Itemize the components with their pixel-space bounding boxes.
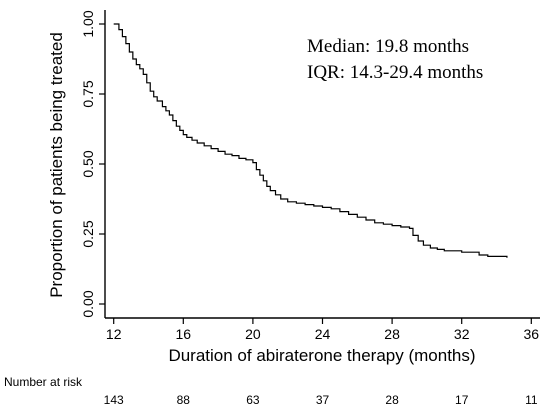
y-tick-label: 1.00 [80, 10, 96, 37]
iqr-annotation: IQR: 14.3-29.4 months [307, 62, 483, 83]
km-curve-series [113, 23, 508, 258]
y-tick-label: 0.75 [80, 80, 96, 107]
y-tick-label: 0.25 [80, 220, 96, 247]
risk-value: 17 [455, 393, 469, 407]
x-tick-label: 24 [315, 326, 331, 342]
risk-value: 37 [316, 393, 330, 407]
x-axis-label: Duration of abiraterone therapy (months) [168, 346, 475, 365]
y-tick-label: 0.00 [80, 290, 96, 317]
x-tick-label: 32 [454, 326, 470, 342]
risk-table-values: 143 88 63 37 28 17 11 [104, 393, 538, 407]
risk-value: 63 [246, 393, 260, 407]
risk-value: 28 [385, 393, 399, 407]
risk-value: 88 [177, 393, 191, 407]
x-tick-label: 16 [176, 326, 192, 342]
risk-value: 143 [104, 393, 124, 407]
x-tick-label: 36 [524, 326, 540, 342]
x-tick-label: 12 [106, 326, 122, 342]
median-annotation: Median: 19.8 months [307, 36, 469, 57]
x-tick-label: 28 [384, 326, 400, 342]
y-tick-label: 0.50 [80, 150, 96, 177]
y-axis-label: Proportion of patients being treated [47, 32, 66, 298]
risk-table-title: Number at risk [4, 375, 83, 389]
x-tick-label: 20 [245, 326, 261, 342]
y-ticks: 0.00 0.25 0.50 0.75 1.00 [80, 10, 105, 318]
x-ticks: 12 16 20 24 28 32 36 [106, 318, 539, 342]
risk-value: 11 [525, 393, 538, 407]
